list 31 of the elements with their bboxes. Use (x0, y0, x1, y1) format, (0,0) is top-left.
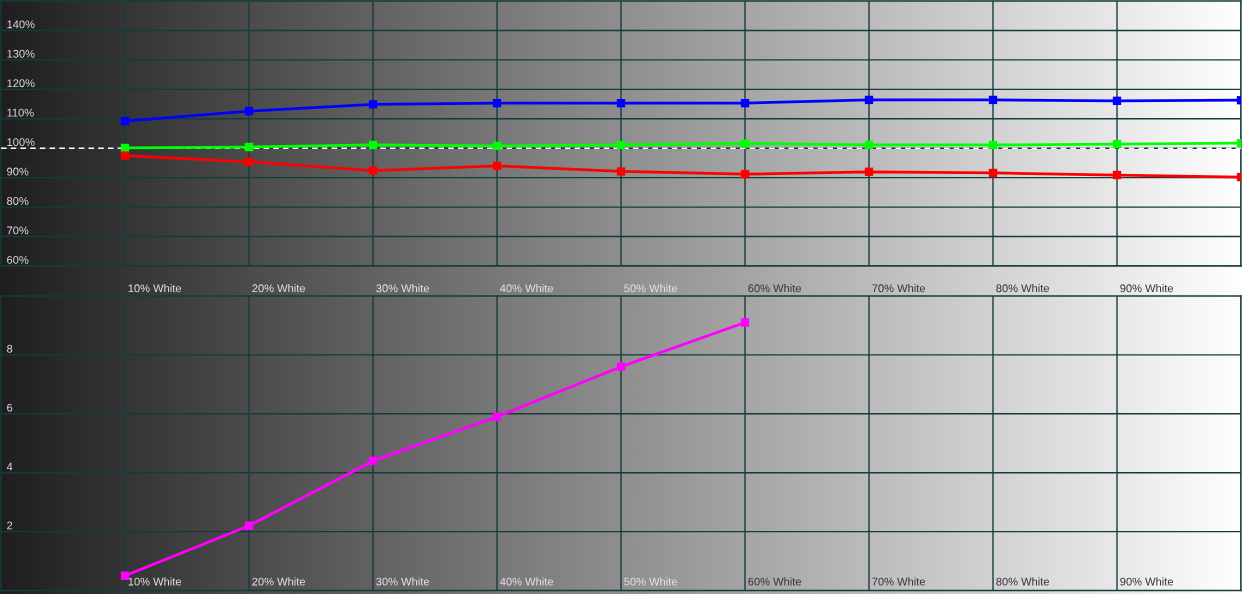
y-tick-label: 60% (7, 255, 29, 264)
x-tick-label: 70% White (872, 284, 926, 293)
x-tick-label: 70% White (872, 577, 926, 586)
y-tick-label: 4 (6, 462, 13, 471)
x-tick-label: 20% White (252, 577, 306, 586)
x-tick-label: 60% White (748, 577, 802, 586)
x-tick-label: 30% White (376, 284, 430, 293)
y-tick-label: 90% (7, 167, 29, 176)
x-tick-label: 90% White (1120, 577, 1174, 586)
x-tick-label: 90% White (1120, 284, 1174, 293)
x-tick-label: 30% White (376, 577, 430, 586)
y-tick-label: 130% (7, 49, 35, 58)
y-tick-label: 6 (7, 403, 13, 412)
x-tick-label: 10% White (128, 577, 182, 586)
y-tick-label: 70% (7, 226, 29, 235)
y-tick-label: 100% (7, 138, 35, 147)
x-tick-label: 50% White (624, 577, 678, 586)
y-tick-label: 2 (7, 521, 13, 530)
x-tick-label: 80% White (996, 577, 1050, 586)
x-tick-label: 50% White (624, 284, 678, 293)
x-tick-label: 40% White (500, 577, 554, 586)
y-tick-label: 110% (7, 108, 34, 117)
x-tick-label: 10% White (128, 284, 182, 293)
y-tick-label: 120% (7, 79, 35, 88)
y-tick-label: 8 (7, 344, 13, 353)
x-tick-label: 20% White (252, 284, 306, 293)
x-tick-label: 40% White (500, 284, 554, 293)
x-tick-label: 80% White (996, 284, 1050, 293)
y-tick-label: 140% (7, 20, 35, 29)
y-tick-label: 80% (7, 197, 29, 205)
x-tick-label: 60% White (748, 284, 802, 293)
